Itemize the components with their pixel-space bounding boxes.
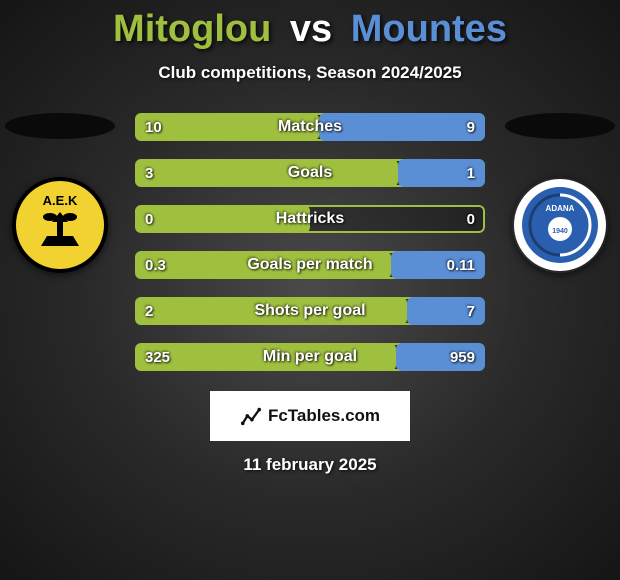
stat-value-right: 9 <box>467 113 475 141</box>
watermark-text: FcTables.com <box>268 406 380 426</box>
shadow-ellipse-right <box>505 113 615 139</box>
stat-row: 0Hattricks0 <box>135 205 485 233</box>
stat-value-right: 7 <box>467 297 475 325</box>
stat-value-right: 0.11 <box>447 251 475 279</box>
stat-row: 10Matches9 <box>135 113 485 141</box>
stat-label: Goals per match <box>135 251 485 279</box>
fctables-watermark: FcTables.com <box>210 391 410 441</box>
stat-value-right: 959 <box>450 343 475 371</box>
svg-text:Α.Ε.Κ: Α.Ε.Κ <box>43 193 78 208</box>
stat-label: Hattricks <box>135 205 485 233</box>
snapshot-date: 11 february 2025 <box>0 455 620 475</box>
team-crest-left: Α.Ε.Κ <box>12 177 108 273</box>
svg-text:1940: 1940 <box>552 228 568 235</box>
adana-crest-icon: ADANA 1940 <box>512 177 608 273</box>
vs-separator: vs <box>290 8 332 50</box>
stat-bars: 10Matches93Goals10Hattricks00.3Goals per… <box>135 113 485 371</box>
stat-row: 325Min per goal959 <box>135 343 485 371</box>
aek-crest-icon: Α.Ε.Κ <box>12 177 108 273</box>
comparison-body: Α.Ε.Κ ADANA 1940 10Matches93Goals10Hattr… <box>0 113 620 475</box>
player-right-name: Mountes <box>351 8 507 50</box>
player-left-name: Mitoglou <box>113 8 271 50</box>
stat-row: 2Shots per goal7 <box>135 297 485 325</box>
stat-label: Matches <box>135 113 485 141</box>
stat-label: Min per goal <box>135 343 485 371</box>
left-badge-column: Α.Ε.Κ <box>0 113 120 273</box>
comparison-title: Mitoglou vs Mountes <box>0 0 620 51</box>
team-crest-right: ADANA 1940 <box>512 177 608 273</box>
stat-label: Shots per goal <box>135 297 485 325</box>
competition-subtitle: Club competitions, Season 2024/2025 <box>0 63 620 83</box>
chart-icon <box>240 405 262 427</box>
stat-value-right: 0 <box>467 205 475 233</box>
stat-row: 0.3Goals per match0.11 <box>135 251 485 279</box>
stat-label: Goals <box>135 159 485 187</box>
shadow-ellipse-left <box>5 113 115 139</box>
right-badge-column: ADANA 1940 <box>500 113 620 273</box>
svg-text:ADANA: ADANA <box>546 204 575 213</box>
stat-row: 3Goals1 <box>135 159 485 187</box>
stat-value-right: 1 <box>467 159 475 187</box>
